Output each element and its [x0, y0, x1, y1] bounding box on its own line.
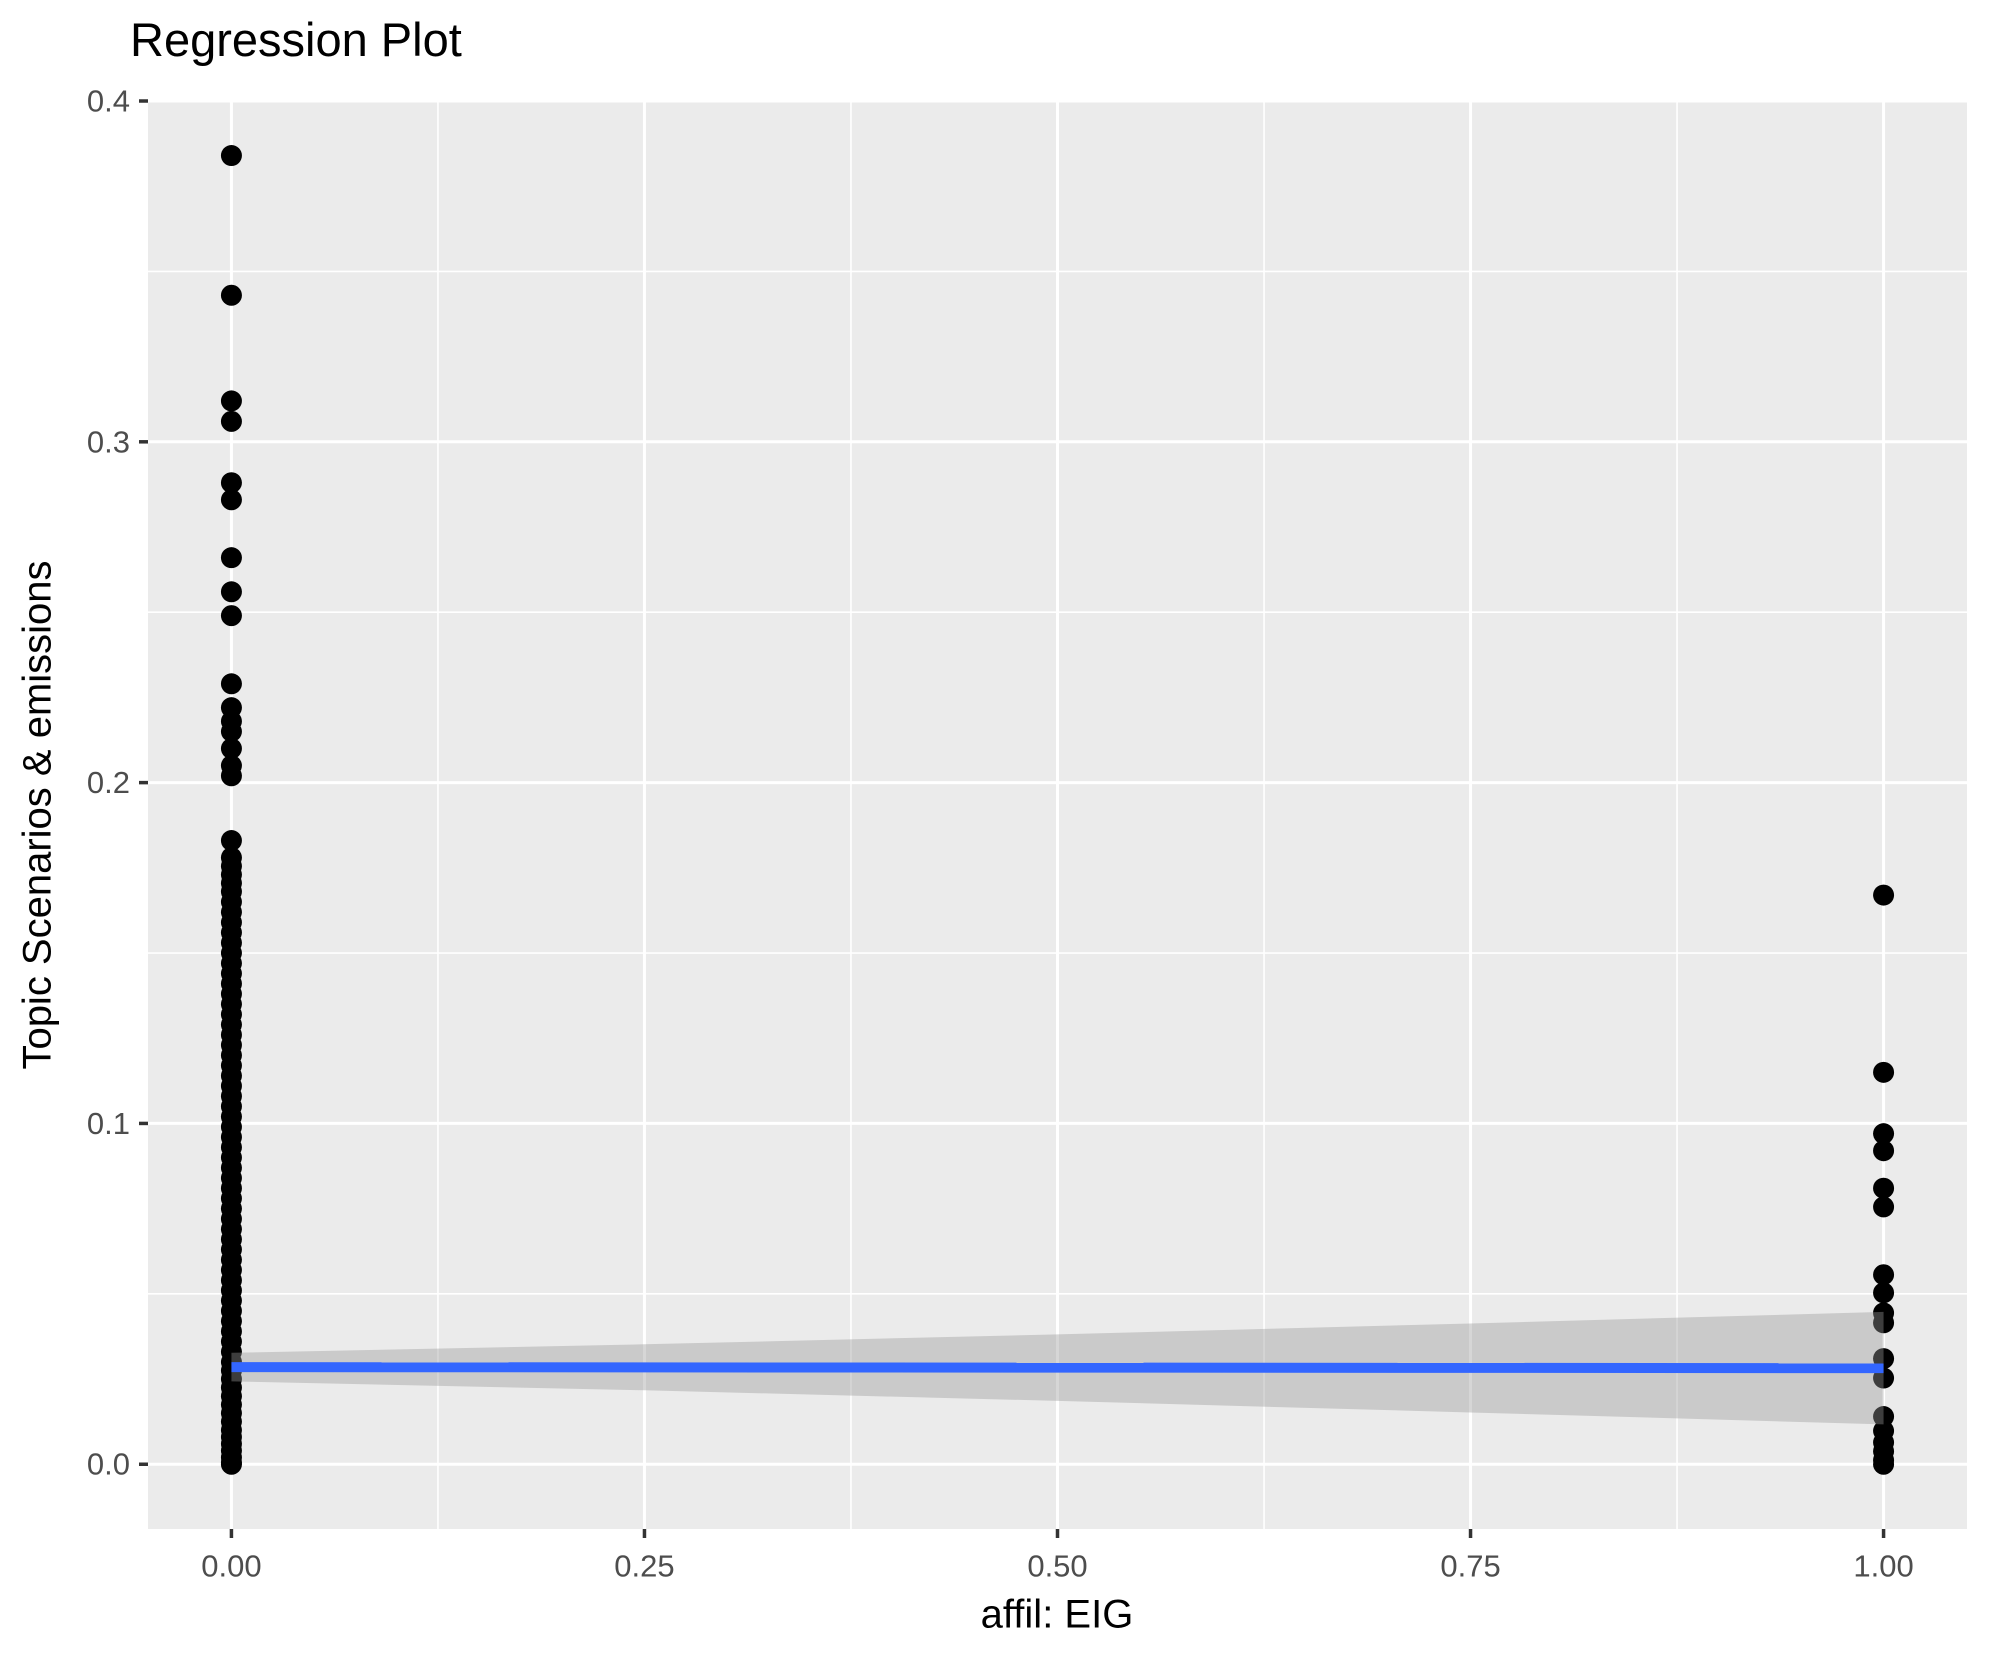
x-tick-label: 0.25 [614, 1549, 674, 1584]
y-tick-label: 0.2 [87, 765, 130, 800]
y-tick-label: 0.1 [87, 1106, 130, 1141]
data-point [1873, 1123, 1895, 1145]
data-point [220, 738, 242, 760]
data-point [220, 581, 242, 603]
y-axis-title: Topic Scenarios & emissions [15, 560, 60, 1070]
data-point [220, 673, 242, 695]
data-point [220, 830, 242, 852]
plot-title: Regression Plot [130, 13, 462, 66]
data-point [1873, 1196, 1895, 1218]
data-point [220, 605, 242, 627]
data-point [1873, 1282, 1895, 1304]
data-point [1873, 1264, 1895, 1286]
x-tick-label: 0.50 [1027, 1549, 1087, 1584]
x-tick-label: 0.00 [201, 1549, 261, 1584]
x-axis-title: affil: EIG [980, 1592, 1134, 1637]
data-point [220, 145, 242, 167]
y-tick-label: 0.0 [87, 1447, 130, 1482]
data-point [220, 721, 242, 743]
data-point [1873, 884, 1895, 906]
data-point [1873, 1061, 1895, 1083]
data-point [220, 547, 242, 569]
y-tick-label: 0.3 [87, 424, 130, 459]
x-tick-label: 0.75 [1440, 1549, 1500, 1584]
data-point [220, 472, 242, 494]
regression-line [231, 1362, 1884, 1374]
data-point [220, 1453, 242, 1475]
data-point [220, 489, 242, 511]
data-point [220, 765, 242, 787]
data-point [1873, 1312, 1895, 1334]
data-point [220, 410, 242, 432]
data-point [1873, 1140, 1895, 1162]
y-tick-label: 0.4 [87, 84, 130, 119]
data-point [220, 284, 242, 306]
data-point [220, 390, 242, 412]
x-tick-label: 1.00 [1853, 1549, 1913, 1584]
data-point [1873, 1177, 1895, 1199]
data-point [1873, 1453, 1895, 1475]
